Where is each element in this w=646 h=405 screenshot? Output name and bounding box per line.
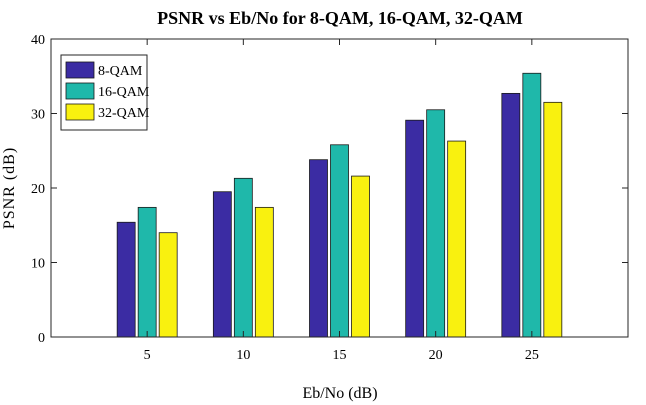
- bar-8-QAM-25: [501, 92, 521, 338]
- legend-swatch-32-QAM: [65, 103, 95, 121]
- bar-16-QAM-10: [233, 177, 253, 338]
- bar-8-QAM-15: [309, 159, 328, 338]
- x-tick-label-10: 10: [236, 348, 250, 363]
- y-axis: 0 10 20 30 40: [31, 33, 628, 346]
- bar-32-QAM-20: [447, 140, 467, 338]
- legend-swatch-16-QAM: [65, 82, 95, 100]
- bar-8-QAM-20: [405, 119, 425, 338]
- bar-8-QAM-5: [116, 221, 136, 338]
- x-tick-label-5: 5: [144, 348, 151, 363]
- bar-16-QAM-15: [330, 144, 349, 338]
- bars-layer: [116, 72, 563, 338]
- x-tick-label-15: 15: [333, 348, 347, 363]
- y-axis-label: PSNR (dB): [1, 147, 18, 229]
- bar-32-QAM-10: [254, 206, 274, 338]
- x-tick-label-25: 25: [525, 348, 539, 363]
- legend: 8-QAM 16-QAM 32-QAM: [60, 54, 150, 131]
- legend-label-16-QAM: 16-QAM: [98, 85, 150, 100]
- y-tick-label-40: 40: [31, 33, 45, 48]
- y-tick-label-0: 0: [38, 331, 45, 346]
- x-tick-label-20: 20: [429, 348, 443, 363]
- bar-32-QAM-15: [351, 175, 370, 338]
- bar-16-QAM-5: [137, 206, 157, 338]
- bar-16-QAM-20: [426, 109, 446, 338]
- bar-32-QAM-5: [158, 232, 178, 338]
- y-tick-label-10: 10: [31, 257, 45, 272]
- y-tick-label-30: 30: [31, 108, 45, 123]
- chart-title: PSNR vs Eb/No for 8-QAM, 16-QAM, 32-QAM: [157, 8, 523, 28]
- bar-8-QAM-10: [212, 191, 232, 338]
- legend-label-32-QAM: 32-QAM: [98, 106, 150, 121]
- bar-16-QAM-25: [522, 72, 542, 338]
- legend-swatch-8-QAM: [65, 61, 95, 79]
- x-axis: 5 10 15 20 25: [144, 39, 539, 363]
- legend-label-8-QAM: 8-QAM: [98, 64, 143, 79]
- y-tick-label-20: 20: [31, 182, 45, 197]
- bar-32-QAM-25: [543, 101, 563, 338]
- x-axis-label: Eb/No (dB): [302, 385, 377, 402]
